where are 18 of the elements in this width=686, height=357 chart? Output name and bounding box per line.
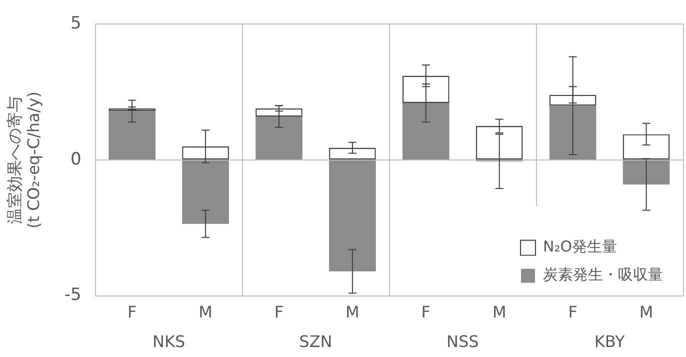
text: NKS xyxy=(152,332,186,352)
y-tick-label: -5 xyxy=(64,285,82,306)
x-tick-label: F xyxy=(421,302,431,322)
x-tick-label: F xyxy=(127,302,137,322)
text: SZN xyxy=(299,332,332,352)
x-tick-label: M xyxy=(346,302,360,322)
y-axis-title: 温室効果への寄与 (t CO₂-eq-C/ha/y) xyxy=(4,92,43,228)
x-tick-label: F xyxy=(568,302,578,322)
x-tick-label: M xyxy=(198,302,212,322)
y-tick-label: 0 xyxy=(70,149,82,170)
legend-label: N₂O発生量 xyxy=(543,238,618,256)
legend-label: 炭素発生・吸収量 xyxy=(543,266,663,284)
text: KBY xyxy=(594,332,625,352)
text: NSS xyxy=(446,332,479,352)
y-tick-label: 5 xyxy=(70,14,82,34)
x-tick-label: M xyxy=(639,302,654,322)
x-tick-label: M xyxy=(492,302,506,322)
x-tick-label: F xyxy=(274,302,284,322)
